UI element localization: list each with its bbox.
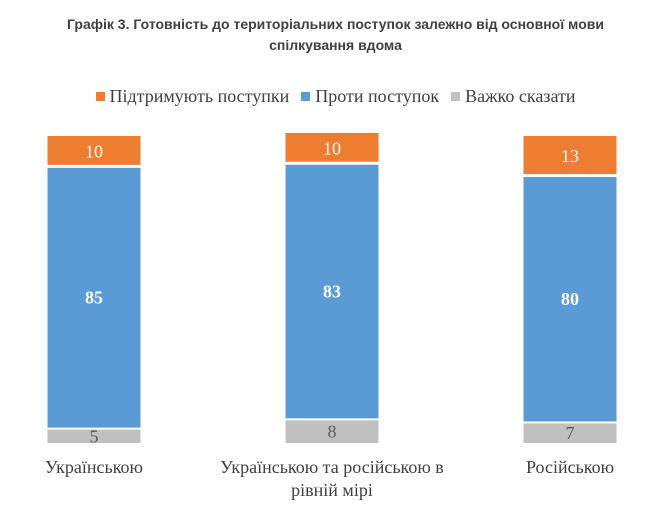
- data-label-support-both: 10: [323, 138, 341, 158]
- legend-label-against: Проти поступок: [315, 86, 440, 106]
- bar-hard-to-say-russian: [523, 423, 617, 443]
- bar-support-ukrainian: [47, 136, 141, 165]
- data-label-against-ukrainian: 85: [85, 288, 103, 308]
- data-label-support-russian: 13: [561, 146, 579, 166]
- data-label-against-russian: 80: [561, 289, 579, 309]
- bar-support-russian: [523, 136, 617, 175]
- legend-item-against: Проти поступок: [301, 86, 439, 107]
- data-label-against-both: 83: [323, 282, 341, 302]
- chart-title-line-2: спілкування вдома: [269, 37, 402, 53]
- bar-hard-to-say-ukrainian: [47, 429, 141, 443]
- legend-label-hard-to-say: Важко сказати: [465, 86, 576, 106]
- bar-against-both: [285, 164, 379, 419]
- data-label-hard-to-say-russian: 7: [566, 423, 575, 443]
- legend-label-support: Підтримують поступки: [109, 86, 290, 106]
- category-label-line: рівній мірі: [291, 480, 373, 500]
- bar-support-both: [285, 132, 379, 162]
- chart-legend: Підтримують поступки Проти поступок Важк…: [0, 86, 671, 107]
- legend-swatch-support: [95, 92, 105, 101]
- category-label-both: Українською та російською в рівній мірі: [182, 456, 482, 502]
- chart-title: Графік 3. Готовність до територіальних п…: [0, 14, 671, 56]
- category-label-line: Українською та російською в: [220, 457, 444, 477]
- legend-item-support: Підтримують поступки: [95, 86, 290, 107]
- legend-item-hard-to-say: Важко сказати: [451, 86, 575, 107]
- bar-hard-to-say-both: [285, 420, 379, 443]
- legend-swatch-against: [301, 92, 311, 101]
- legend-swatch-hard-to-say: [451, 92, 461, 101]
- bar-against-russian: [523, 177, 617, 422]
- data-label-hard-to-say-both: 8: [328, 422, 337, 442]
- category-label-russian: Російською: [420, 456, 671, 479]
- data-label-support-ukrainian: 10: [85, 141, 103, 161]
- category-label-ukrainian: Українською: [0, 456, 244, 479]
- chart-title-line-1: Графік 3. Готовність до територіальних п…: [67, 16, 604, 32]
- category-label-line: Українською: [44, 457, 143, 477]
- data-label-hard-to-say-ukrainian: 5: [90, 426, 99, 446]
- bar-against-ukrainian: [47, 167, 141, 428]
- category-label-line: Російською: [525, 457, 615, 477]
